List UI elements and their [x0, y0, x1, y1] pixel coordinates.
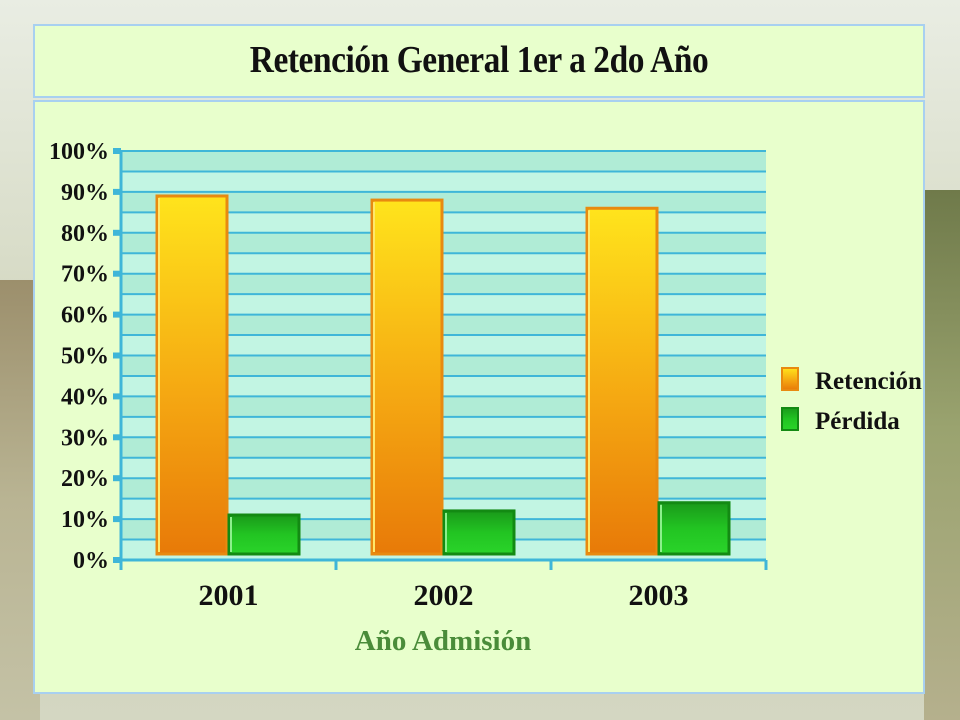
y-tick-mark	[113, 557, 121, 563]
x-axis-label: Año Admisión	[355, 625, 531, 657]
x-tick-label: 2002	[414, 579, 474, 612]
y-tick-mark	[113, 393, 121, 400]
bar-retencion	[585, 206, 659, 556]
legend-label-perdida: Pérdida	[815, 408, 900, 435]
chart-title-panel: Retención General 1er a 2do Año	[33, 24, 925, 98]
y-tick-label: 0%	[73, 548, 109, 574]
chart-title: Retención General 1er a 2do Año	[249, 39, 709, 81]
y-tick-label: 20%	[61, 466, 109, 492]
bar-perdida	[657, 501, 731, 556]
y-tick-mark	[113, 270, 121, 277]
y-tick-label: 10%	[61, 507, 109, 533]
y-tick-label: 100%	[49, 139, 109, 165]
y-tick-label: 60%	[61, 303, 109, 329]
bar-perdida	[227, 513, 301, 556]
y-tick-label: 90%	[61, 180, 109, 206]
y-tick-mark	[113, 188, 121, 195]
y-tick-mark	[113, 148, 121, 154]
y-tick-mark	[113, 229, 121, 236]
y-tick-mark	[113, 311, 121, 318]
x-tick-label: 2003	[629, 579, 689, 612]
y-tick-mark	[113, 352, 121, 359]
y-tick-mark	[113, 434, 121, 441]
bar-retencion	[370, 198, 444, 556]
y-tick-label: 30%	[61, 425, 109, 451]
x-tick-label: 2001	[199, 579, 259, 612]
bar-retencion	[155, 194, 229, 556]
y-tick-label: 70%	[61, 262, 109, 288]
y-tick-mark	[113, 475, 121, 482]
legend-label-retencion: Retención	[815, 368, 922, 395]
y-tick-mark	[113, 516, 121, 523]
background-scenery-right	[924, 190, 960, 720]
y-tick-label: 50%	[61, 344, 109, 370]
bar-perdida	[442, 509, 516, 556]
plot-band	[121, 151, 766, 172]
y-tick-label: 80%	[61, 221, 109, 247]
legend-swatch-perdida	[781, 407, 799, 431]
y-tick-label: 40%	[61, 384, 109, 410]
legend-swatch-retencion	[781, 367, 799, 391]
